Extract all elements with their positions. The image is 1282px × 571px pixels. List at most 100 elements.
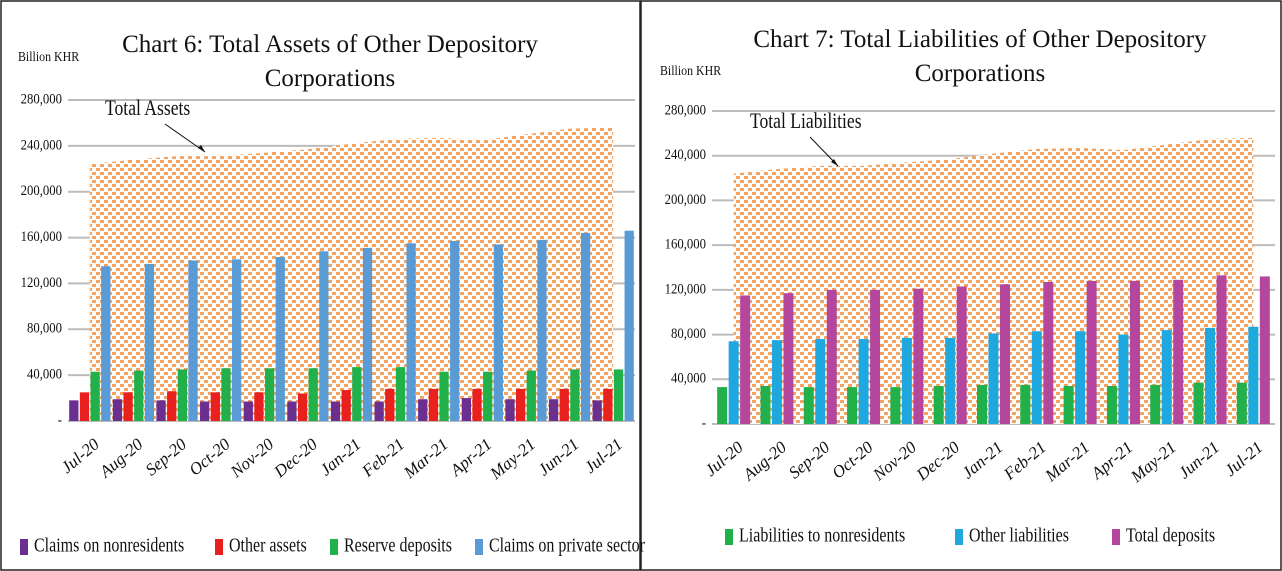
bar (254, 392, 264, 421)
bar (847, 387, 858, 424)
bar (988, 333, 999, 424)
y-tick-label: 200,000 (665, 192, 706, 208)
legend-label: Claims on private sector (489, 534, 645, 556)
bar (79, 392, 90, 421)
bar (1236, 382, 1247, 424)
legend-label: Total deposits (1126, 524, 1215, 546)
legend-label: Reserve deposits (344, 534, 452, 556)
bar (1118, 334, 1129, 424)
annotation: Total Liabilities (750, 109, 862, 133)
bar (112, 399, 123, 421)
bar (505, 399, 515, 421)
annotation: Total Assets (105, 96, 190, 120)
bar (580, 232, 591, 421)
legend-label: Claims on nonresidents (34, 534, 184, 556)
bar (1043, 282, 1054, 424)
x-tick-label: Dec-20 (270, 434, 322, 482)
bar (603, 388, 613, 421)
x-tick-label: Aug-20 (95, 434, 147, 482)
x-tick-label: Sep-20 (142, 434, 191, 479)
panel-border (640, 0, 1282, 571)
chart-title: Chart 6: Total Assets of Other Depositor… (122, 31, 538, 92)
bar (1106, 385, 1117, 424)
bar (200, 401, 210, 421)
legend-label: Other liabilities (969, 524, 1069, 546)
bar (783, 293, 794, 424)
y-tick-label: - (58, 413, 63, 429)
bar (901, 337, 912, 424)
bar (374, 401, 384, 421)
bar (221, 368, 231, 421)
x-tick-label: Apr-21 (1087, 438, 1137, 484)
annotation-arrow (164, 123, 206, 153)
bar (297, 393, 308, 421)
x-tick-label: Jul-21 (581, 435, 626, 477)
x-tick-label: Jul-20 (701, 437, 747, 480)
y-tick-label: 200,000 (21, 183, 62, 199)
bar (956, 286, 967, 424)
bar (1086, 280, 1097, 424)
y-tick-label: 240,000 (21, 137, 62, 153)
bar (592, 400, 602, 421)
legend-swatch (330, 539, 338, 555)
bar (101, 266, 111, 421)
legend-label: Other assets (229, 534, 307, 556)
x-tick-label: Feb-21 (358, 435, 409, 482)
arrow-head (831, 159, 838, 166)
y-tick-label: 80,000 (671, 326, 706, 342)
bar (69, 400, 79, 421)
bar (123, 392, 133, 421)
bar (559, 388, 569, 421)
bar (493, 244, 503, 421)
y-tick-label: 40,000 (671, 371, 706, 387)
bar (1193, 382, 1204, 424)
x-tick-label: Feb-21 (999, 438, 1050, 485)
x-tick-label: Mar-21 (399, 435, 452, 483)
x-tick-label: Apr-21 (446, 435, 496, 481)
bar (1129, 280, 1140, 424)
y-tick-label: 120,000 (665, 281, 706, 297)
bar (450, 241, 460, 421)
legend-label: Liabilities to nonresidents (739, 524, 905, 546)
bar (461, 398, 471, 421)
bar (232, 259, 242, 421)
bar (395, 367, 406, 421)
bar (537, 239, 547, 421)
bar (134, 370, 144, 421)
bar (548, 399, 559, 421)
legend-swatch (475, 539, 483, 555)
bar (210, 392, 220, 421)
bar (385, 388, 395, 421)
bar (167, 391, 177, 421)
bar (624, 230, 634, 421)
x-tick-label: Sep-20 (785, 437, 834, 482)
bar (264, 368, 275, 421)
bar (815, 339, 826, 424)
bar (1216, 275, 1227, 424)
y-axis-label: Billion KHR (18, 48, 79, 64)
legend-swatch (955, 529, 963, 545)
y-tick-label: 240,000 (665, 147, 706, 163)
bar (933, 385, 944, 424)
x-tick-label: Nov-20 (226, 434, 278, 482)
bar (472, 388, 482, 421)
legend-swatch (20, 539, 28, 555)
arrow-head (198, 145, 205, 152)
panel-border (0, 0, 641, 571)
bar (418, 399, 428, 421)
y-tick-label: 120,000 (21, 275, 62, 291)
x-tick-label: Oct-20 (185, 434, 234, 479)
bar (439, 371, 449, 421)
bar (341, 390, 351, 421)
x-tick-label: Jun-21 (534, 435, 582, 480)
chart-title: Chart 7: Total Liabilities of Other Depo… (753, 26, 1207, 87)
bar (977, 384, 987, 424)
legend-swatch (725, 529, 733, 545)
bar (406, 243, 416, 421)
bar (483, 371, 493, 421)
x-tick-label: Jul-21 (1221, 438, 1266, 480)
bar (1020, 384, 1031, 424)
y-tick-label: 160,000 (21, 229, 62, 245)
bar (803, 387, 814, 424)
bar (1259, 276, 1270, 424)
